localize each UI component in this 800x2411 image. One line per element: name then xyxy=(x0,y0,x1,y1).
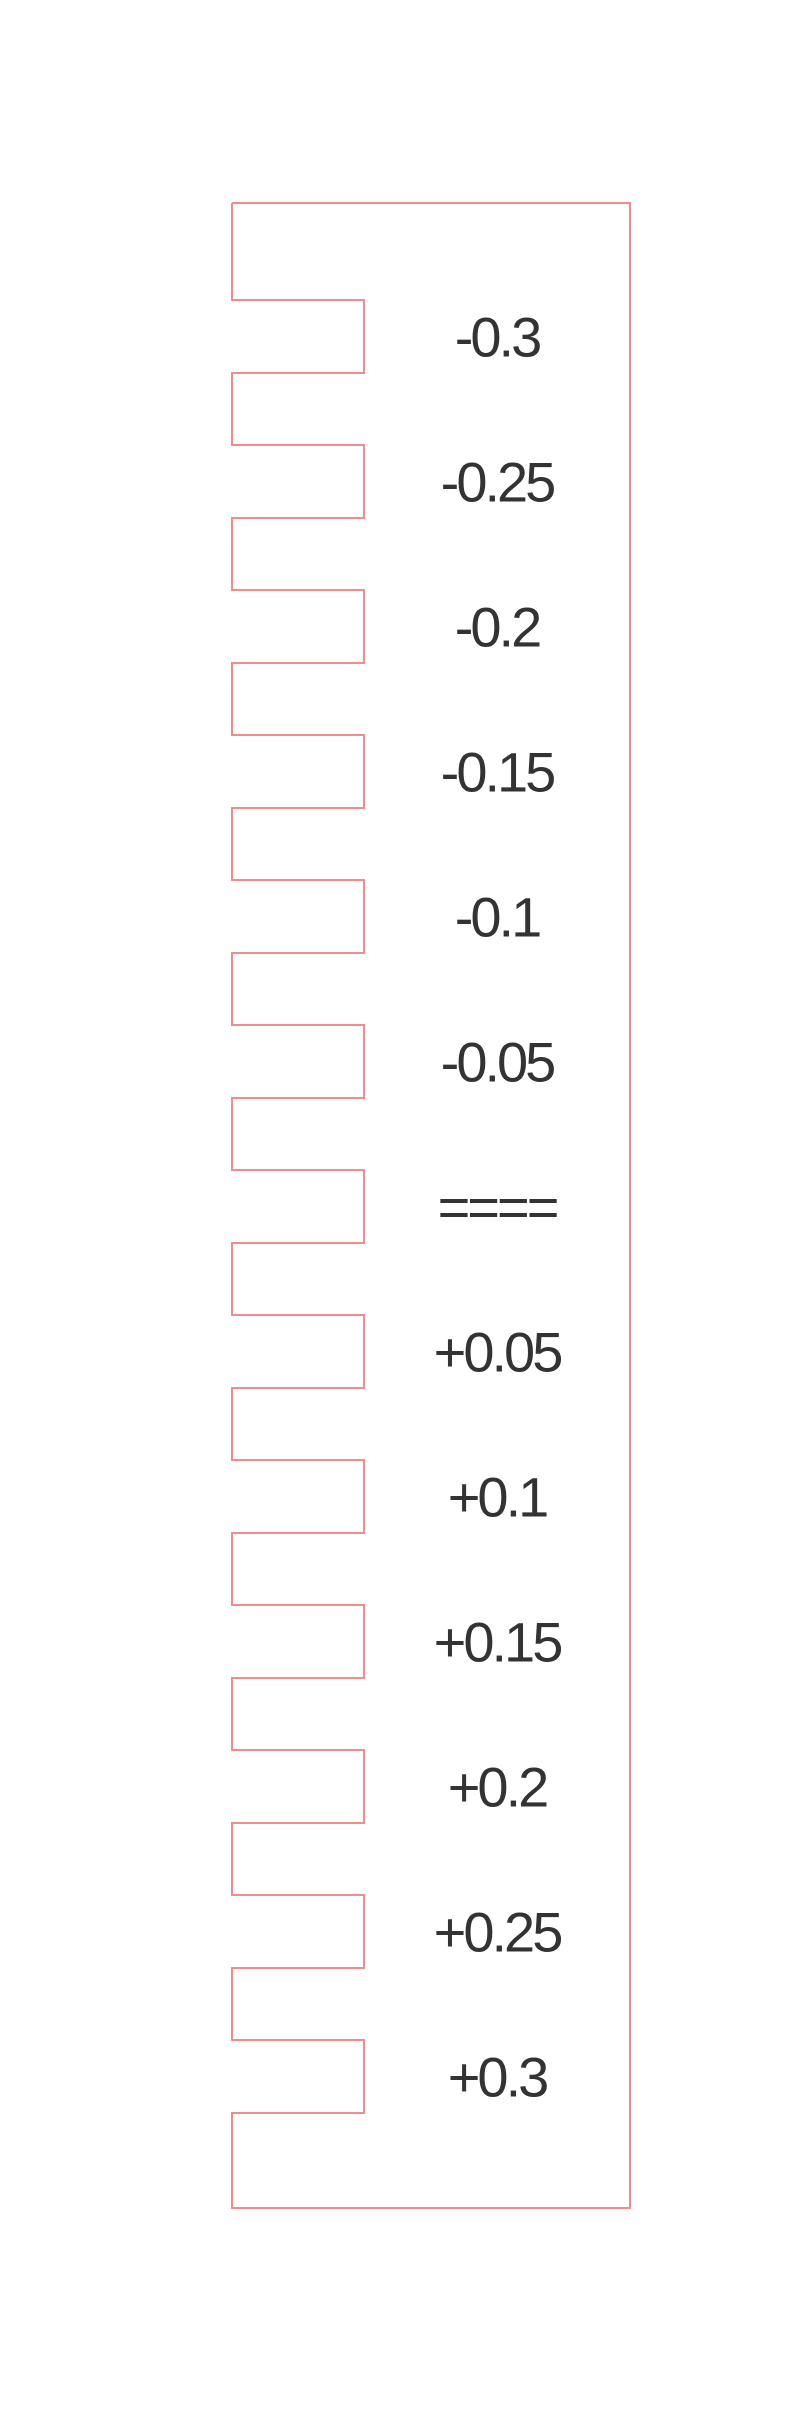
tick-label: +0.05 xyxy=(434,1321,562,1384)
tick-label: -0.1 xyxy=(455,886,540,949)
tick-label: +0.2 xyxy=(448,1756,547,1819)
tick-label: -0.2 xyxy=(455,596,540,659)
tick-label: -0.15 xyxy=(441,741,554,804)
tick-label: -0.25 xyxy=(441,451,554,514)
tick-label: -0.05 xyxy=(441,1031,554,1094)
tick-label: +0.15 xyxy=(434,1611,562,1674)
tick-label: +0.3 xyxy=(448,2046,547,2109)
tick-label: -0.3 xyxy=(455,306,540,369)
comb-outline xyxy=(231,202,631,2209)
tick-label: +0.1 xyxy=(448,1466,547,1529)
tick-label-group: -0.3 -0.25 -0.2 -0.15 -0.1 -0.05 ==== +0.05 +0.1… xyxy=(434,306,565,2109)
tick-label: +0.25 xyxy=(434,1901,562,1964)
tick-label: ==== xyxy=(438,1176,557,1239)
